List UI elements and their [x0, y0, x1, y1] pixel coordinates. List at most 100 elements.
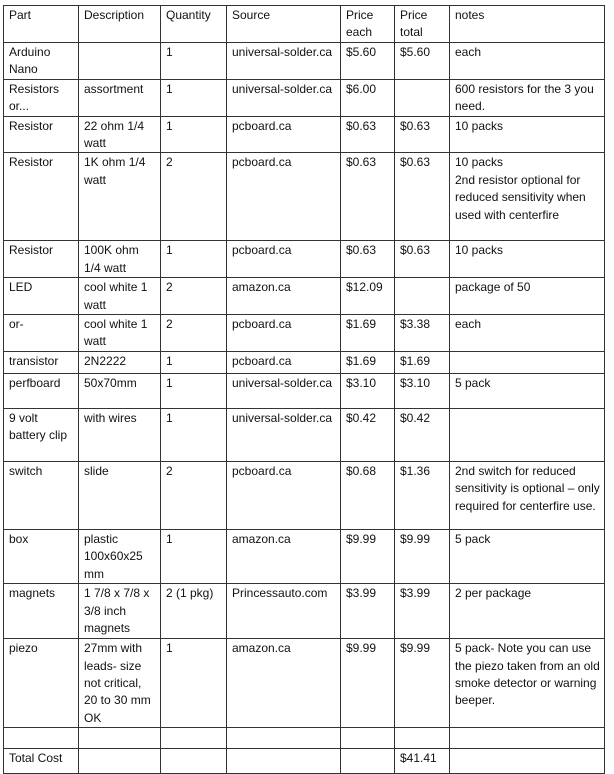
quantity-cell: 1	[160, 372, 227, 409]
table-row: Resistors or... assortment 1 universal-sold…	[3, 78, 605, 117]
notes-cell	[449, 727, 605, 750]
quantity-cell: 2	[160, 277, 227, 316]
price-each-cell: $0.63	[340, 115, 395, 154]
price-each-cell: $12.09	[340, 277, 395, 316]
part-cell: box	[3, 528, 79, 585]
price-total-cell: $41.41	[394, 748, 450, 774]
part-cell: piezo	[3, 638, 79, 729]
price-each-cell: $0.63	[340, 240, 395, 279]
table-row: LED cool white 1 watt 2 amazon.ca $12.09 pack…	[3, 277, 605, 316]
price-each-cell: Price each	[340, 5, 395, 43]
source-cell	[226, 727, 341, 750]
source-cell	[226, 748, 341, 774]
part-cell	[3, 727, 79, 750]
source-cell: pcboard.ca	[226, 314, 341, 352]
price-total-cell: $5.60	[394, 41, 450, 80]
source-cell: universal-solder.ca	[226, 41, 341, 80]
table-row: Resistor 1K ohm 1/4 watt 2 pcboard.ca $0.63 $…	[3, 152, 605, 242]
notes-cell: notes	[449, 5, 605, 43]
quantity-cell: 1	[160, 638, 227, 729]
price-each-cell: $6.00	[340, 78, 395, 117]
price-total-cell: $3.99	[394, 583, 450, 640]
description-cell: 100K ohm 1/4 watt	[78, 240, 161, 279]
table-row: box plastic 100x60x25 mm 1 amazon.ca $9.99 $9…	[3, 528, 605, 585]
source-cell: universal-solder.ca	[226, 407, 341, 462]
description-cell: Description	[78, 5, 161, 43]
price-each-cell: $5.60	[340, 41, 395, 80]
price-total-cell: $3.10	[394, 372, 450, 409]
price-each-cell: $1.69	[340, 314, 395, 352]
notes-cell	[449, 350, 605, 374]
part-cell: perfboard	[3, 372, 79, 409]
price-total-cell	[394, 277, 450, 316]
price-each-cell	[340, 748, 395, 774]
price-each-cell	[340, 727, 395, 750]
quantity-cell: 1	[160, 528, 227, 585]
quantity-cell: 1	[160, 407, 227, 462]
description-cell	[78, 748, 161, 774]
notes-cell: 10 packs	[449, 115, 605, 154]
quantity-cell: 2	[160, 314, 227, 352]
table-row: transistor 2N2222 1 pcboard.ca $1.69 $1.69	[3, 350, 605, 374]
quantity-cell: 1	[160, 240, 227, 279]
part-cell: Resistor	[3, 152, 79, 242]
description-cell	[78, 41, 161, 80]
table-row: piezo 27mm with leads- size not critical,…	[3, 638, 605, 729]
description-cell: cool white 1 watt	[78, 277, 161, 316]
part-cell: magnets	[3, 583, 79, 640]
price-each-cell: $3.99	[340, 583, 395, 640]
part-cell: Resistor	[3, 240, 79, 279]
part-cell: Total Cost	[3, 748, 79, 774]
price-total-cell: $9.99	[394, 528, 450, 585]
part-cell: transistor	[3, 350, 79, 374]
source-cell: amazon.ca	[226, 528, 341, 585]
source-cell: universal-solder.ca	[226, 78, 341, 117]
notes-cell: 5 pack	[449, 528, 605, 585]
table-row: or-cool white 1 watt 2 pcboard.ca $1.69 $3.3…	[3, 314, 605, 352]
price-total-cell: Price total	[394, 5, 450, 43]
price-each-cell: $0.42	[340, 407, 395, 462]
quantity-cell	[160, 727, 227, 750]
source-cell: pcboard.ca	[226, 240, 341, 279]
quantity-cell: 1	[160, 350, 227, 374]
quantity-cell: 2 (1 pkg)	[160, 583, 227, 640]
part-cell: Arduino Nano	[3, 41, 79, 80]
description-cell: 2N2222	[78, 350, 161, 374]
table-row: magnets 1 7/8 x 7/8 x 3/8 inch magnets 2 …	[3, 583, 605, 640]
quantity-cell: 1	[160, 78, 227, 117]
price-total-cell: $0.42	[394, 407, 450, 462]
quantity-cell: 2	[160, 152, 227, 242]
table-row: switch slide 2 pcboard.ca $0.68 $1.36 2nd swi…	[3, 460, 605, 530]
price-each-cell: $0.68	[340, 460, 395, 530]
source-cell: amazon.ca	[226, 277, 341, 316]
part-cell: Resistors or...	[3, 78, 79, 117]
parts-list-table: Part Description Quantity Source Price each P…	[3, 5, 605, 774]
source-cell: Source	[226, 5, 341, 43]
description-cell: with wires	[78, 407, 161, 462]
description-cell	[78, 727, 161, 750]
description-cell: 50x70mm	[78, 372, 161, 409]
quantity-cell: 1	[160, 41, 227, 80]
source-cell: universal-solder.ca	[226, 372, 341, 409]
price-total-cell: $0.63	[394, 152, 450, 242]
notes-cell: each	[449, 314, 605, 352]
price-each-cell: $0.63	[340, 152, 395, 242]
notes-cell: 2 per package	[449, 583, 605, 640]
source-cell: Princessauto.com	[226, 583, 341, 640]
table-row: Resistor 100K ohm 1/4 watt 1 pcboard.ca $0.6…	[3, 240, 605, 279]
table-row: perfboard 50x70mm 1 universal-solder.ca $3.1…	[3, 372, 605, 409]
quantity-cell: 2	[160, 460, 227, 530]
source-cell: pcboard.ca	[226, 460, 341, 530]
description-cell: slide	[78, 460, 161, 530]
description-cell: 27mm with leads- size not critical, 20 t…	[78, 638, 161, 729]
price-total-cell: $0.63	[394, 115, 450, 154]
notes-cell: 5 pack- Note you can use the piezo taken…	[449, 638, 605, 729]
part-cell: or-	[3, 314, 79, 352]
part-cell: 9 volt battery clip	[3, 407, 79, 462]
price-total-cell	[394, 78, 450, 117]
description-cell: 1 7/8 x 7/8 x 3/8 inch magnets	[78, 583, 161, 640]
price-each-cell: $9.99	[340, 638, 395, 729]
source-cell: pcboard.ca	[226, 152, 341, 242]
price-each-cell: $9.99	[340, 528, 395, 585]
notes-cell: 10 packs	[449, 240, 605, 279]
